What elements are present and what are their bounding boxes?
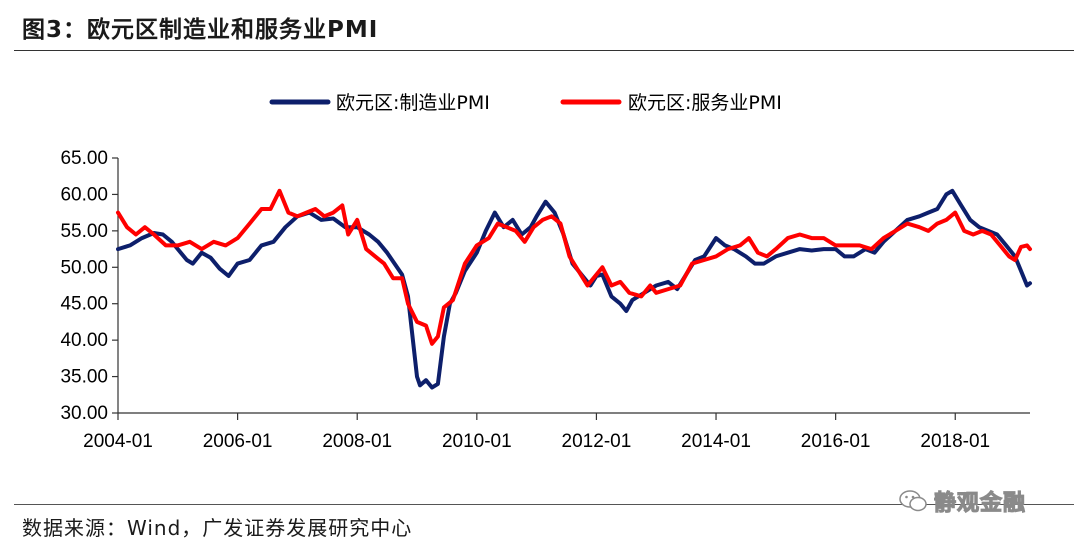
legend-label-services: 欧元区:服务业PMI	[628, 92, 782, 114]
x-tick-label: 2010-01	[442, 431, 512, 452]
y-tick-label: 60.00	[60, 184, 108, 205]
y-tick-label: 50.00	[60, 257, 108, 278]
x-tick-label: 2014-01	[681, 431, 751, 452]
x-tick-label: 2016-01	[801, 431, 871, 452]
x-axis: 2004-01 2006-01 2008-01 2010-01 2012-01 2014-…	[83, 412, 1030, 452]
y-axis: 30.00 35.00 40.00 45.00 50.00 55.00 60.00 65.00	[60, 148, 119, 424]
y-tick-label: 40.00	[60, 330, 108, 351]
y-tick-label: 45.00	[60, 294, 108, 315]
y-tick-label: 35.00	[60, 367, 108, 388]
y-tick-label: 55.00	[60, 221, 108, 242]
footer-rule	[14, 504, 1074, 505]
watermark: 静观金融	[898, 486, 1068, 517]
y-tick-label: 30.00	[60, 403, 108, 424]
watermark-text: 静观金融	[933, 491, 1027, 517]
services-pmi-line	[116, 188, 1032, 346]
wechat-icon	[899, 490, 927, 512]
x-tick-label: 2006-01	[203, 431, 273, 452]
legend-label-manufacturing: 欧元区:制造业PMI	[336, 92, 490, 114]
legend: 欧元区:制造业PMI 欧元区:服务业PMI	[269, 92, 782, 114]
pmi-line-chart: 30.00 35.00 40.00 45.00 50.00 55.00 60.00 65.00…	[60, 92, 1032, 452]
x-tick-label: 2008-01	[322, 431, 392, 452]
x-tick-label: 2018-01	[920, 431, 990, 452]
title-rule	[14, 50, 1074, 51]
y-tick-label: 65.00	[60, 148, 108, 169]
x-tick-label: 2004-01	[83, 431, 153, 452]
series-layer	[116, 188, 1032, 390]
figure-title: 图3：欧元区制造业和服务业PMI	[22, 17, 379, 43]
x-tick-label: 2012-01	[562, 431, 632, 452]
data-source-note: 数据来源：Wind，广发证券发展研究中心	[22, 516, 413, 540]
